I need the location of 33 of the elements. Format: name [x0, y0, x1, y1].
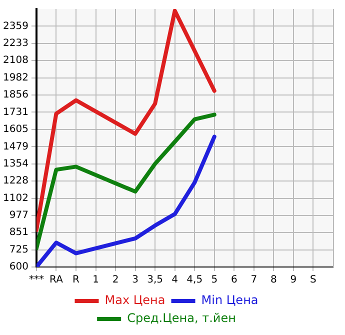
y-tick-label: 1479	[2, 141, 28, 152]
y-tick-label: 1731	[2, 106, 28, 118]
y-tick-label: 1354	[2, 158, 28, 170]
y-tick-label: 1856	[2, 90, 28, 101]
x-tick-label: 3	[132, 274, 138, 286]
legend-label: Min Цена	[201, 293, 258, 308]
y-tick-label: 1228	[2, 176, 28, 187]
x-tick-label: ***	[28, 274, 44, 286]
y-tick-label: 851	[9, 227, 28, 238]
x-tick-label: 6	[230, 274, 238, 286]
legend-label: Сред.Цена, т.йен	[127, 311, 236, 326]
legend-label: Max Цена	[104, 293, 166, 308]
y-tick-label: 1102	[2, 192, 28, 204]
x-tick-label: 3,5	[147, 274, 164, 286]
x-tick-label: 9	[290, 274, 297, 286]
x-tick-label: 5	[211, 274, 218, 286]
y-tick-label: 2359	[2, 20, 28, 32]
y-tick-label: 2108	[2, 55, 28, 66]
x-tick-label: 4	[172, 274, 178, 286]
y-tick-label: 2233	[2, 38, 28, 50]
y-tick-label: 600	[9, 262, 28, 273]
x-tick-label: 1	[92, 274, 99, 286]
x-tick-label: RA	[50, 274, 64, 286]
y-tick-label: 1982	[2, 72, 28, 84]
x-tick-label: R	[72, 274, 80, 286]
x-tick-label: 4,5	[186, 274, 203, 286]
y-tick-label: 725	[9, 244, 28, 256]
x-tick-label: 7	[250, 274, 258, 286]
y-tick-label: 977	[9, 210, 28, 221]
x-tick-label: S	[310, 274, 316, 286]
y-tick-label: 1605	[2, 124, 28, 136]
x-tick-label: 8	[270, 274, 277, 286]
x-tick-label: 2	[112, 274, 119, 286]
